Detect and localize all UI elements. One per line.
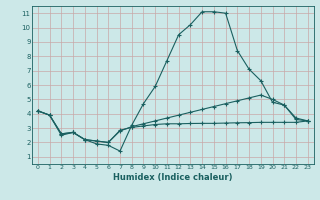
X-axis label: Humidex (Indice chaleur): Humidex (Indice chaleur) (113, 173, 233, 182)
